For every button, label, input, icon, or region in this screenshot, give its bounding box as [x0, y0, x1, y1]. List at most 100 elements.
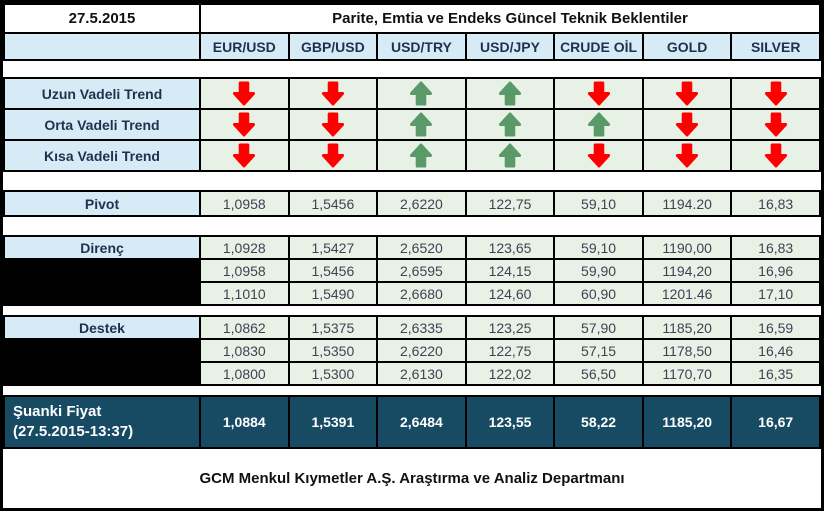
trend-arrow-cell: [201, 79, 288, 108]
down-arrow-icon: [764, 143, 787, 168]
support-value: 1,0830: [201, 340, 288, 361]
resistance-value: 1201.46: [643, 283, 731, 304]
support-value: 16,46: [732, 340, 819, 361]
down-arrow-icon: [233, 143, 256, 168]
resistance-value: 123,65: [466, 237, 554, 258]
trend-arrow-cell: [201, 110, 288, 139]
spacer: [3, 172, 821, 190]
spacer: [3, 217, 821, 235]
up-arrow-icon: [498, 81, 522, 106]
trend-arrow-cell: [289, 141, 377, 170]
resistance-value: 2,6595: [378, 260, 465, 281]
resistance-value: 1190,00: [643, 237, 731, 258]
down-arrow-icon: [321, 81, 344, 106]
resistance-value: 59,10: [555, 237, 642, 258]
column-header-silver: SILVER: [732, 34, 819, 59]
pivot-value: 2,6220: [378, 192, 465, 215]
trend-arrow-cell: [555, 110, 642, 139]
pivot-value: 1194.20: [643, 192, 731, 215]
spacer: [3, 306, 821, 315]
trend-arrow-cell: [289, 110, 377, 139]
resistance-value: 1,1010: [201, 283, 288, 304]
trend-arrow-cell: [378, 141, 465, 170]
column-header-crudeoil: CRUDE OİL: [555, 34, 642, 59]
row-label-support: Destek: [5, 317, 199, 338]
column-header-spacer: [5, 34, 199, 59]
trend-arrow-cell: [466, 141, 554, 170]
resistance-value: 1,0928: [201, 237, 288, 258]
support-value: 122,75: [466, 340, 554, 361]
current-value: 16,67: [732, 397, 819, 447]
trend-arrow-cell: [732, 141, 819, 170]
resistance-value: 16,96: [732, 260, 819, 281]
support-value: 16,35: [732, 363, 819, 384]
trend-arrow-cell: [732, 110, 819, 139]
down-arrow-icon: [676, 112, 699, 137]
support-value: 16,59: [732, 317, 819, 338]
down-arrow-icon: [764, 112, 787, 137]
trend-arrow-cell: [643, 79, 731, 108]
down-arrow-icon: [587, 143, 610, 168]
resistance-value: 1194,20: [643, 260, 731, 281]
header-section: 27.5.2015 Parite, Emtia ve Endeks Güncel…: [3, 3, 821, 61]
up-arrow-icon: [498, 112, 522, 137]
pivot-value: 16,83: [732, 192, 819, 215]
pivot-value: 59,10: [555, 192, 642, 215]
support-section: Destek 1,0862 1,5375 2,6335 123,25 57,90…: [3, 315, 821, 386]
support-value: 2,6335: [378, 317, 465, 338]
trend-arrow-cell: [555, 79, 642, 108]
trend-arrow-cell: [643, 141, 731, 170]
row-label-current-price: Şuanki Fiyat (27.5.2015-13:37): [5, 397, 199, 447]
resistance-value: 124,60: [466, 283, 554, 304]
current-value: 58,22: [555, 397, 642, 447]
current-price-section: Şuanki Fiyat (27.5.2015-13:37) 1,0884 1,…: [3, 395, 821, 449]
resistance-section: Direnç 1,0928 1,5427 2,6520 123,65 59,10…: [3, 235, 821, 306]
support-value: 2,6130: [378, 363, 465, 384]
resistance-value: 2,6520: [378, 237, 465, 258]
resistance-value: 124,15: [466, 260, 554, 281]
up-arrow-icon: [410, 143, 433, 168]
down-arrow-icon: [587, 81, 610, 106]
trend-arrow-cell: [378, 79, 465, 108]
current-price-timestamp: (27.5.2015-13:37): [13, 423, 134, 440]
resistance-value: 1,0958: [201, 260, 288, 281]
current-value: 2,6484: [378, 397, 465, 447]
row-label-mid-trend: Orta Vadeli Trend: [5, 110, 199, 139]
column-header-gold: GOLD: [643, 34, 731, 59]
report-title: Parite, Emtia ve Endeks Güncel Teknik Be…: [201, 5, 819, 32]
resistance-value: 1,5456: [289, 260, 377, 281]
resistance-value: 1,5490: [289, 283, 377, 304]
resistance-value: 60,90: [555, 283, 642, 304]
trend-section: Uzun Vadeli Trend Orta Vadeli Trend Kısa…: [3, 77, 821, 172]
support-value: 2,6220: [378, 340, 465, 361]
trend-arrow-cell: [201, 141, 288, 170]
trend-arrow-cell: [466, 79, 554, 108]
pivot-value: 1,5456: [289, 192, 377, 215]
support-value: 1,5300: [289, 363, 377, 384]
current-value: 1185,20: [643, 397, 731, 447]
down-arrow-icon: [676, 143, 699, 168]
resistance-value: 16,83: [732, 237, 819, 258]
row-label-long-trend: Uzun Vadeli Trend: [5, 79, 199, 108]
pivot-section: Pivot 1,0958 1,5456 2,6220 122,75 59,10 …: [3, 190, 821, 217]
column-header-usdtry: USD/TRY: [378, 34, 465, 59]
support-value: 57,90: [555, 317, 642, 338]
column-header-usdjpy: USD/JPY: [466, 34, 554, 59]
support-value: 122,02: [466, 363, 554, 384]
column-header-eurusd: EUR/USD: [201, 34, 288, 59]
current-value: 123,55: [466, 397, 554, 447]
up-arrow-icon: [410, 112, 433, 137]
resistance-value: 1,5427: [289, 237, 377, 258]
pivot-value: 122,75: [466, 192, 554, 215]
down-arrow-icon: [321, 112, 344, 137]
support-value: 56,50: [555, 363, 642, 384]
current-value: 1,5391: [289, 397, 377, 447]
trend-arrow-cell: [732, 79, 819, 108]
down-arrow-icon: [233, 81, 256, 106]
support-value: 1,0800: [201, 363, 288, 384]
support-value: 1,0862: [201, 317, 288, 338]
support-value: 57,15: [555, 340, 642, 361]
support-value: 1,5375: [289, 317, 377, 338]
support-value: 1,5350: [289, 340, 377, 361]
trend-arrow-cell: [466, 110, 554, 139]
